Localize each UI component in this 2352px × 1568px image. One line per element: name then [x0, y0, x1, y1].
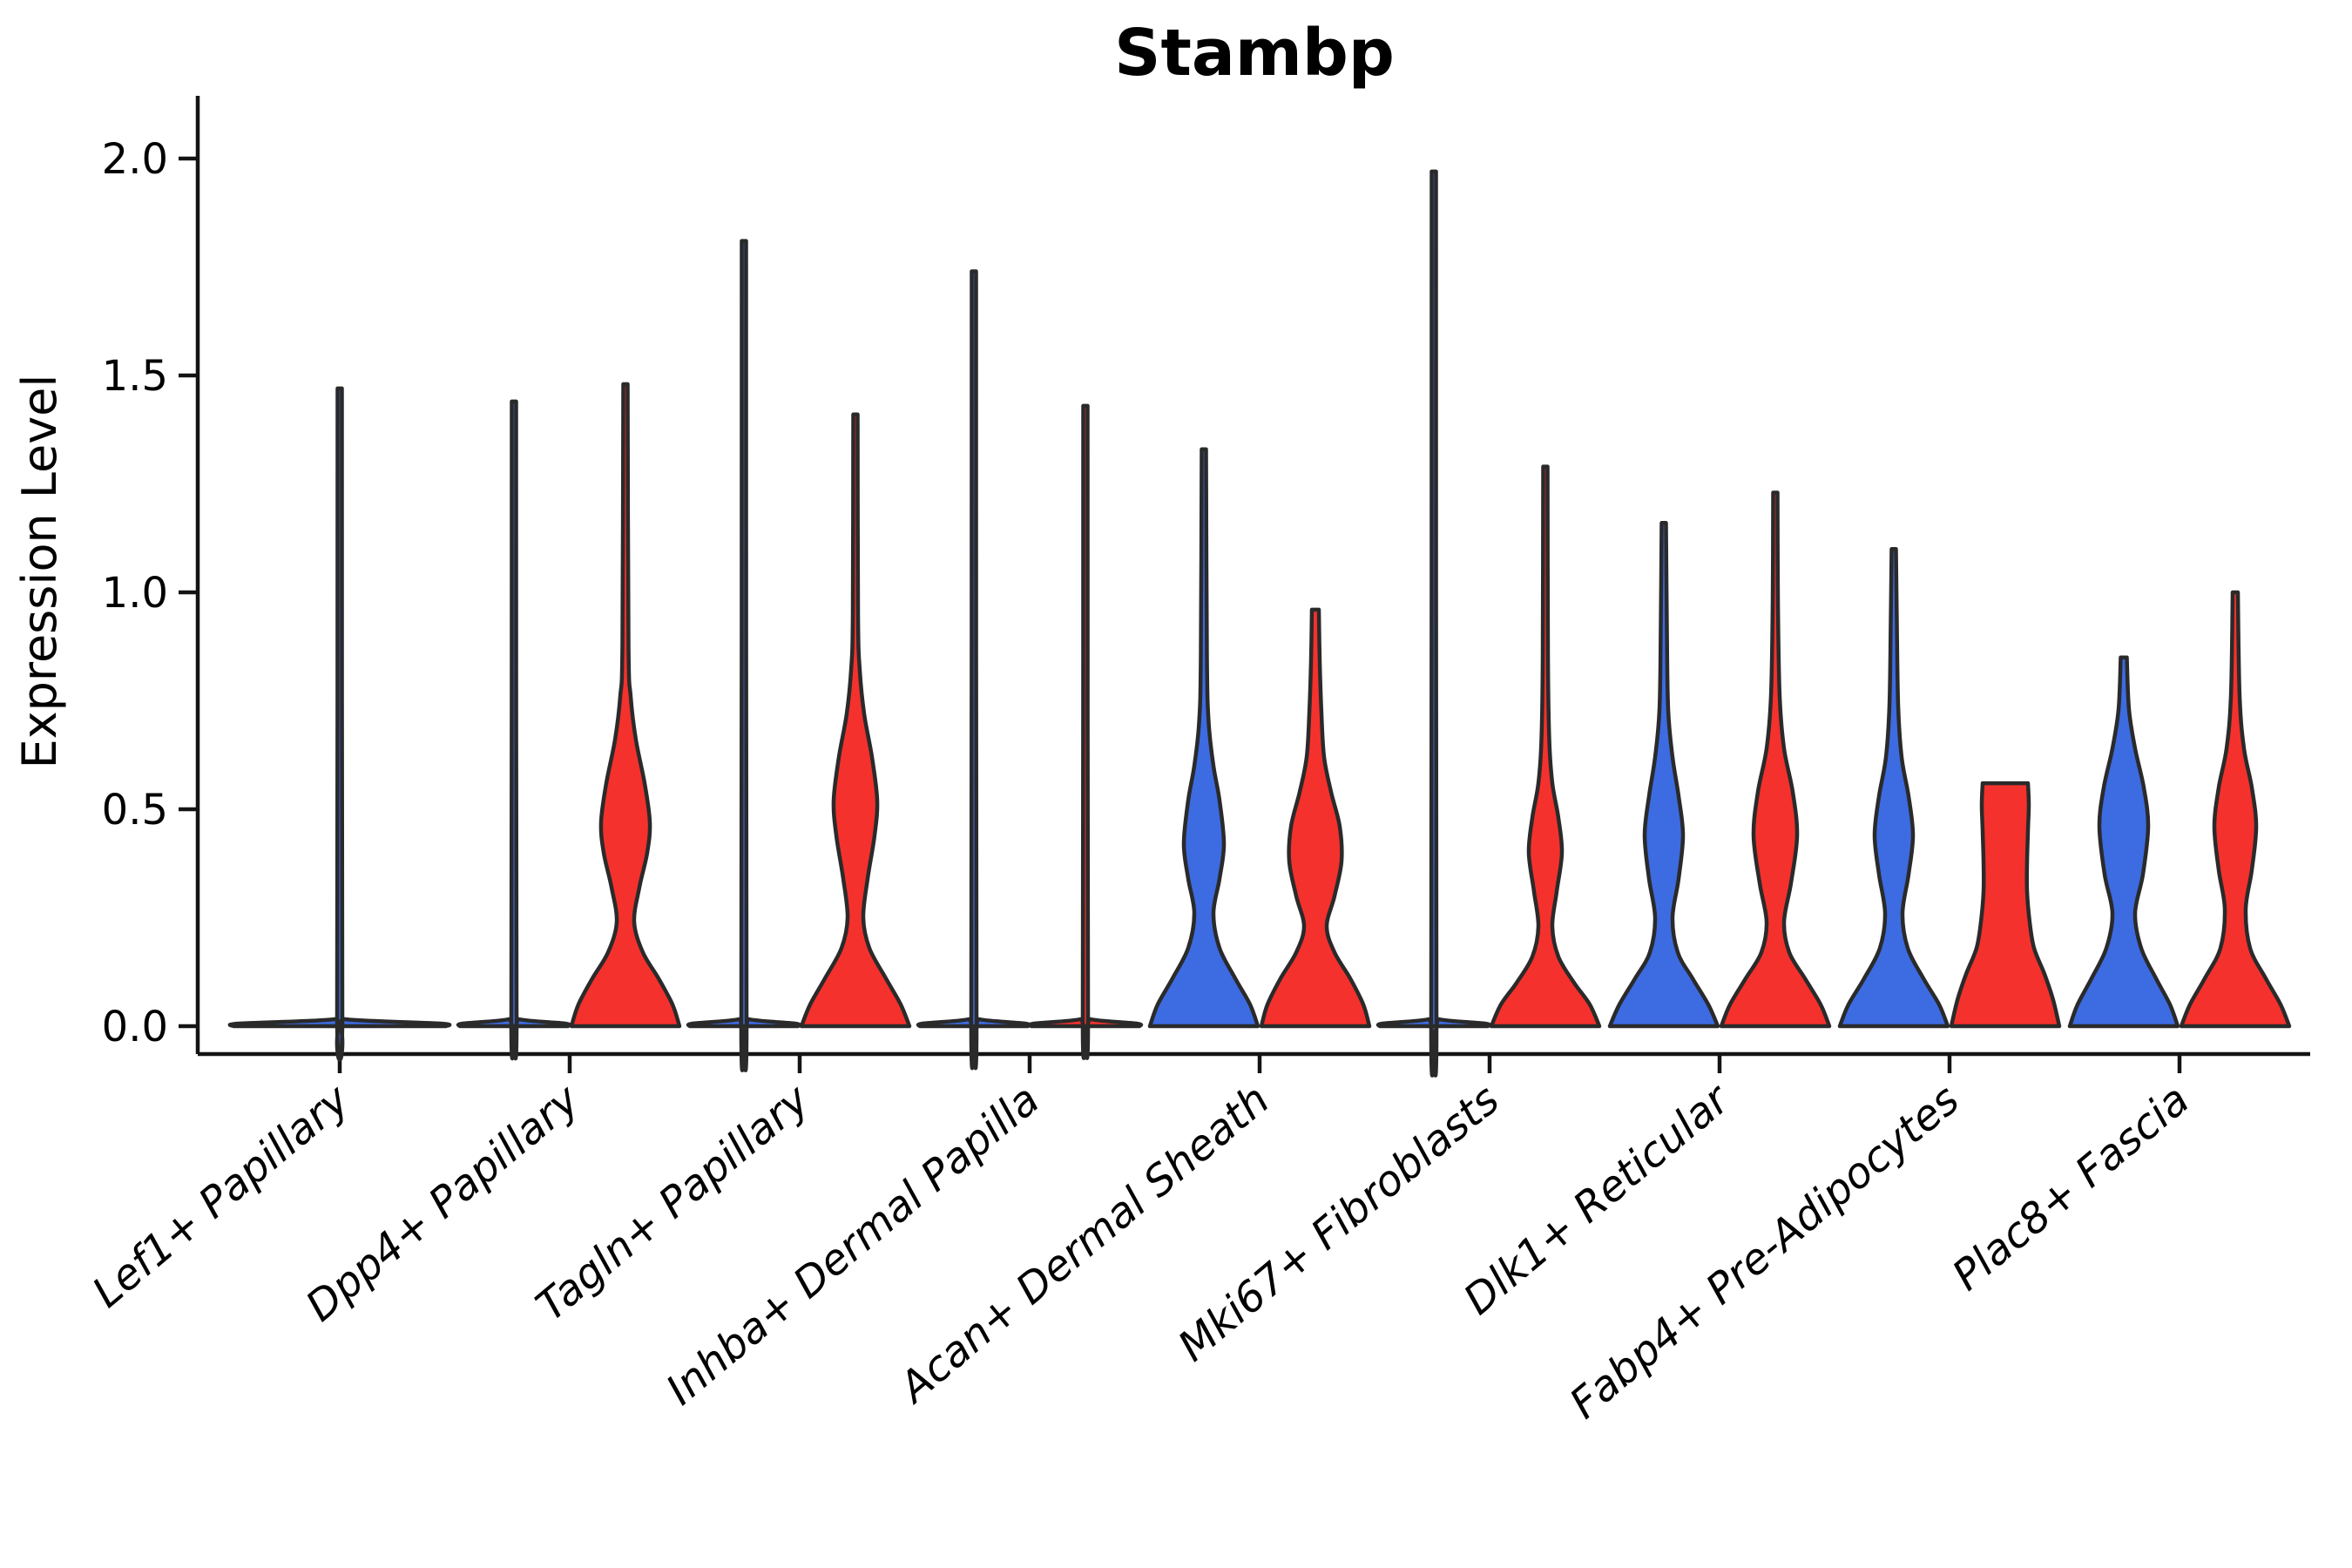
violin-tagln-papillary-left [686, 239, 802, 1072]
y-tick-label: 0.0 [102, 1003, 168, 1051]
violin-tagln-papillary-right [799, 412, 912, 1029]
violin-dlk1-reticular-left [1607, 521, 1720, 1029]
violin-fabp4-pre-adipocytes-right [1949, 781, 2062, 1029]
y-ticks-layer: 0.0 0.5 1.0 1.5 2.0 [102, 135, 198, 1051]
x-tick-label: Plac8+ Fascia [1943, 1075, 2199, 1300]
violin-mki67-fibroblasts-left [1375, 169, 1492, 1078]
x-tick-label: Fabp4+ Pre-Adipocytes [1561, 1075, 1969, 1429]
y-tick-label: 2.0 [102, 135, 168, 184]
violin-mki67-fibroblasts-right [1489, 464, 1602, 1029]
y-tick-label: 0.5 [102, 786, 168, 835]
violin-plac8-fascia-left [2067, 655, 2180, 1029]
violins-layer [227, 169, 2292, 1078]
violin-inhba-dermal-papilla-right [1027, 403, 1144, 1060]
violin-dlk1-reticular-right [1719, 490, 1832, 1029]
violin-acan-dermal-sheath-left [1147, 447, 1260, 1029]
violin-dpp4-papillary-right [569, 382, 682, 1029]
axes-layer [195, 96, 2310, 1057]
violin-dpp4-papillary-left [456, 399, 572, 1061]
violin-lef1-papillary-merged [227, 386, 452, 1062]
y-axis-label: Expression Level [12, 375, 67, 769]
y-tick-label: 1.0 [102, 569, 168, 618]
plot-title: Stambp [1114, 16, 1395, 91]
violin-acan-dermal-sheath-right [1259, 607, 1372, 1029]
violin-plac8-fascia-right [2179, 590, 2292, 1029]
violin-inhba-dermal-papilla-left [916, 269, 1032, 1071]
x-tick-label: Acan+ Dermal Sheath [889, 1075, 1279, 1413]
x-tick-label: Inhba+ Dermal Papilla [657, 1075, 1048, 1415]
violin-fabp4-pre-adipocytes-left [1837, 546, 1950, 1029]
y-tick-label: 1.5 [102, 352, 168, 401]
